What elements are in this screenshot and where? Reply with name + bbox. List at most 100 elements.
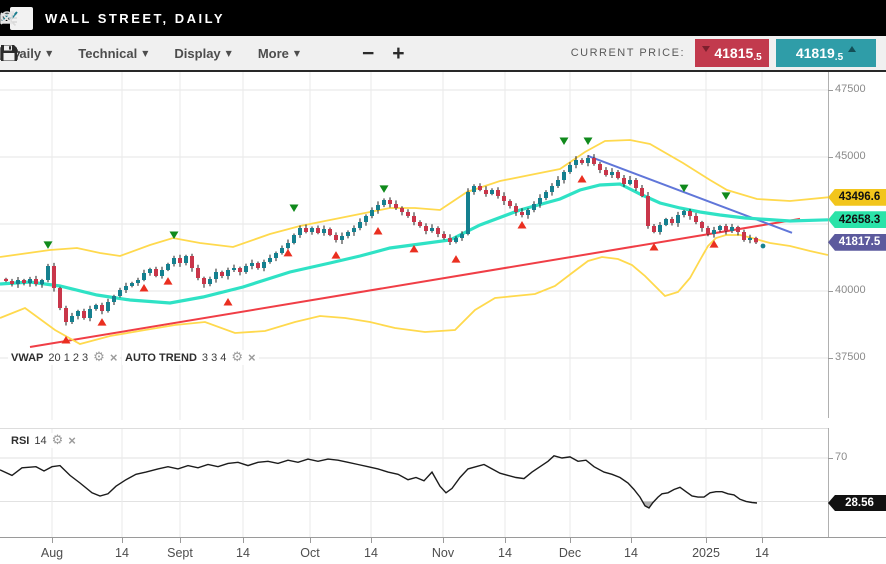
candle: [232, 268, 236, 270]
buy-marker-icon: [379, 185, 389, 193]
sell-marker-icon: [409, 244, 419, 253]
candle: [568, 165, 572, 172]
rsi-indicator-chip: RSI 14 ⚙ ×: [8, 433, 79, 448]
candle: [526, 210, 530, 215]
candle: [70, 316, 74, 322]
gear-icon[interactable]: ⚙: [93, 350, 105, 365]
buy-marker-icon: [289, 204, 299, 212]
buy-price-value: 41819: [795, 45, 835, 61]
candle: [280, 248, 284, 253]
gear-icon[interactable]: ⚙: [51, 433, 64, 448]
lower-band-line: [0, 234, 828, 345]
sell-marker-icon: [709, 240, 719, 248]
x-axis-label: Sept: [167, 546, 193, 560]
gear-icon[interactable]: ⚙: [231, 350, 244, 365]
last-price-dot: [760, 243, 766, 249]
zoom-in-button[interactable]: +: [392, 43, 404, 64]
candle: [46, 266, 50, 280]
price-axis-tick: [828, 157, 833, 158]
candle: [442, 234, 446, 238]
display-menu-label: Display: [174, 45, 221, 61]
more-menu[interactable]: More ▼: [258, 46, 300, 61]
candle: [400, 208, 404, 212]
candle: [598, 164, 602, 170]
x-axis-label: 2025: [692, 546, 720, 560]
sell-marker-icon: [223, 297, 233, 306]
main-chart-canvas[interactable]: [0, 72, 828, 420]
candle: [430, 228, 434, 231]
candle: [352, 228, 356, 232]
candle: [130, 283, 134, 286]
sell-marker-icon: [451, 255, 461, 263]
candle: [322, 229, 326, 233]
title-bar: WALL STREET, DAILY: [0, 0, 886, 36]
time-axis-tick: [52, 537, 53, 543]
close-icon[interactable]: ×: [248, 350, 256, 365]
arrow-up-icon: [848, 46, 857, 52]
zoom-out-button[interactable]: −: [362, 43, 374, 64]
chart-area: VWAP 20 1 2 3 ⚙ × AUTO TREND 3 3 4 ⚙ × R…: [0, 72, 886, 564]
rsi-value-badge: 28.56: [828, 495, 886, 511]
buy-price-button[interactable]: 41819.5: [776, 39, 876, 67]
candle: [250, 263, 254, 266]
candle: [64, 308, 68, 322]
candle: [634, 180, 638, 188]
candle: [124, 286, 128, 290]
time-axis-tick: [122, 537, 123, 543]
candle: [640, 188, 644, 196]
time-axis-tick: [180, 537, 181, 543]
technical-menu[interactable]: Technical ▼: [78, 46, 148, 61]
candle: [544, 192, 548, 198]
price-axis-tick: [828, 358, 833, 359]
candle: [166, 264, 170, 270]
candle: [382, 200, 386, 205]
time-axis-tick: [243, 537, 244, 543]
candle: [538, 198, 542, 204]
sell-marker-icon: [163, 277, 173, 285]
x-axis-label: Dec: [558, 546, 582, 560]
candle: [142, 273, 146, 280]
close-icon[interactable]: ×: [109, 350, 118, 365]
candle: [658, 225, 662, 232]
candle: [556, 180, 560, 186]
candle: [328, 229, 332, 235]
candle: [406, 212, 410, 216]
candle: [10, 281, 14, 284]
close-icon[interactable]: ×: [68, 433, 76, 448]
rsi-chart-canvas[interactable]: [0, 428, 828, 537]
minus-icon: −: [362, 41, 375, 65]
candle: [706, 228, 710, 234]
rsi-line: [0, 455, 758, 509]
candle: [238, 268, 242, 272]
candle: [148, 269, 152, 273]
vwap-line: [0, 182, 828, 305]
support-trendline[interactable]: [29, 217, 801, 348]
candle: [712, 230, 716, 234]
display-menu[interactable]: Display ▼: [174, 46, 231, 61]
sell-marker-icon: [649, 243, 659, 251]
candle: [292, 235, 296, 243]
candle: [154, 269, 158, 276]
x-axis-label: 14: [364, 546, 378, 560]
window-title: WALL STREET, DAILY: [45, 10, 226, 26]
candle: [376, 205, 380, 210]
sell-price-button[interactable]: 41815.5: [695, 39, 769, 67]
candle: [646, 196, 650, 226]
x-axis-label: 14: [115, 546, 129, 560]
candle: [514, 206, 518, 212]
candle: [604, 170, 608, 175]
candle: [22, 280, 26, 283]
x-axis-label: 14: [755, 546, 769, 560]
candle: [742, 232, 746, 240]
candle: [508, 201, 512, 206]
buy-marker-icon: [679, 184, 689, 193]
candle: [220, 272, 224, 276]
chevron-down-icon: ▼: [142, 48, 149, 58]
price-axis-label: 37500: [835, 351, 866, 363]
candle: [562, 172, 566, 180]
candle: [448, 238, 452, 242]
candle: [418, 222, 422, 226]
candle: [628, 180, 632, 184]
buy-marker-icon: [43, 241, 53, 249]
candle: [592, 158, 596, 164]
